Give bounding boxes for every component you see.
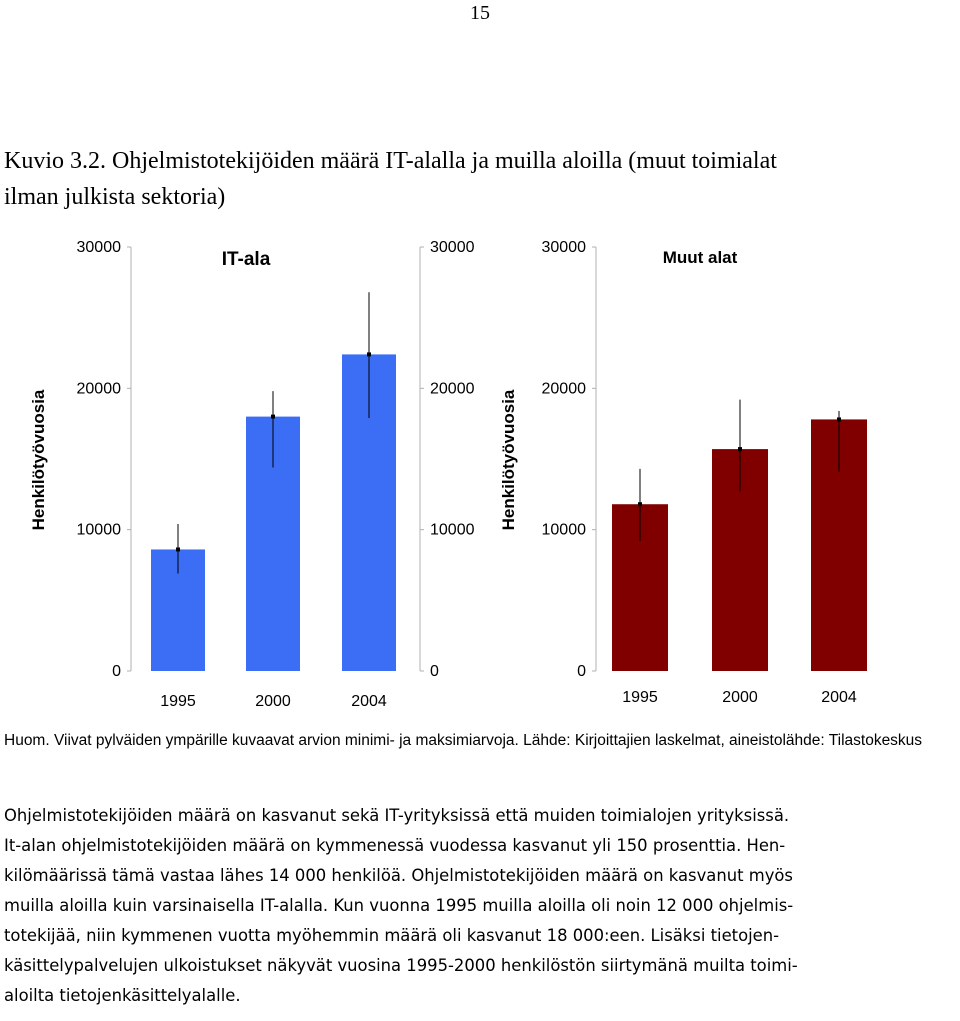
x-tick-label: 2004 bbox=[351, 693, 387, 710]
value-marker-1995 bbox=[176, 547, 180, 552]
x-tick-label: 2000 bbox=[722, 689, 758, 706]
right-tick-label: 20000 bbox=[430, 380, 475, 397]
figure-title-line-1: Kuvio 3.2. Ohjelmistotekijöiden määrä IT… bbox=[4, 148, 777, 174]
y-tick-label: 0 bbox=[577, 663, 586, 680]
chart-title: IT-ala bbox=[222, 249, 271, 270]
bar-charts: 30000200001000003000020000100000Henkilöt… bbox=[29, 239, 867, 710]
x-tick-label: 2004 bbox=[821, 689, 857, 706]
value-marker-1995 bbox=[638, 502, 642, 507]
value-marker-2004 bbox=[837, 417, 841, 422]
value-marker-2000 bbox=[738, 447, 742, 452]
body-line-6: käsittelypalvelujen ulkoistukset näkyvät… bbox=[4, 956, 798, 975]
y-tick-label: 20000 bbox=[77, 380, 122, 397]
body-line-5: totekijää, niin kymmenen vuotta myöhemmi… bbox=[4, 926, 780, 945]
figure-title: Kuvio 3.2. Ohjelmistotekijöiden määrä IT… bbox=[4, 143, 954, 215]
y-tick-label: 0 bbox=[112, 663, 121, 680]
x-tick-label: 1995 bbox=[160, 693, 196, 710]
figure-note: Huom. Viivat pylväiden ympärille kuvaava… bbox=[4, 732, 923, 749]
y-axis-label: Henkilötyövuosia bbox=[29, 389, 48, 530]
y-tick-label: 20000 bbox=[542, 380, 587, 397]
body-paragraph: Ohjelmistotekijöiden määrä on kasvanut s… bbox=[4, 801, 956, 1011]
y-tick-label: 10000 bbox=[77, 522, 122, 539]
right-tick-label: 10000 bbox=[430, 522, 475, 539]
body-line-4: muilla aloilla kuin varsinaisella IT-ala… bbox=[4, 896, 794, 915]
y-axis-label: Henkilötyövuosia bbox=[499, 389, 518, 530]
page-number: 15 bbox=[470, 2, 490, 24]
figure-title-line-2: ilman julkista sektoria) bbox=[4, 184, 226, 210]
body-line-7: aloilta tietojenkäsittelyalalle. bbox=[4, 986, 241, 1005]
right-tick-label: 30000 bbox=[430, 239, 475, 256]
y-tick-label: 10000 bbox=[542, 522, 587, 539]
body-line-2: It-alan ohjelmistotekijöiden määrä on ky… bbox=[4, 836, 786, 855]
right-tick-label: 0 bbox=[430, 663, 439, 680]
chart-title: Muut alat bbox=[663, 248, 738, 267]
body-line-3: kilömäärissä tämä vastaa lähes 14 000 he… bbox=[4, 866, 793, 885]
x-tick-label: 2000 bbox=[255, 693, 291, 710]
value-marker-2004 bbox=[367, 352, 371, 357]
value-marker-2000 bbox=[271, 414, 275, 419]
x-tick-label: 1995 bbox=[622, 689, 658, 706]
y-tick-label: 30000 bbox=[77, 239, 122, 256]
body-line-1: Ohjelmistotekijöiden määrä on kasvanut s… bbox=[4, 806, 790, 825]
y-tick-label: 30000 bbox=[542, 239, 587, 256]
